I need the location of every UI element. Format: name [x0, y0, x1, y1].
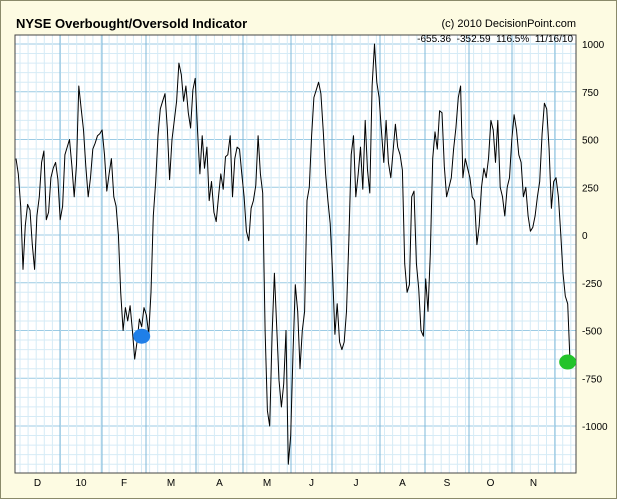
y-tick-label: 1000 — [582, 40, 605, 51]
x-tick-label: A — [216, 478, 223, 489]
chart-source: (c) 2010 DecisionPoint.com — [441, 18, 576, 30]
chart-title: NYSE Overbought/Oversold Indicator — [16, 16, 247, 31]
grid-lines — [14, 35, 576, 473]
x-axis-ticks: D 10 F M A M J J A S O N — [34, 478, 537, 489]
price-readout: -655.36 -352.59 116.5% 11/16/10 — [417, 34, 573, 45]
signal-marker — [133, 328, 151, 344]
y-tick-label: -1000 — [582, 422, 608, 433]
y-axis-ticks: 1000 750 500 250 0 -250 -500 -750 -1000 — [582, 40, 608, 433]
x-tick-label: F — [121, 478, 127, 489]
x-tick-label: N — [530, 478, 537, 489]
x-tick-label: M — [263, 478, 271, 489]
x-tick-label: J — [309, 478, 314, 489]
y-tick-label: 500 — [582, 136, 599, 147]
y-tick-label: 0 — [582, 231, 588, 242]
series-line — [15, 43, 571, 465]
x-tick-label: S — [444, 478, 451, 489]
marker-layer — [133, 328, 577, 370]
x-tick-label: A — [399, 478, 406, 489]
x-tick-label: M — [167, 478, 175, 489]
x-tick-label: D — [34, 478, 41, 489]
x-tick-label: O — [487, 478, 495, 489]
x-tick-label: 10 — [75, 478, 87, 489]
y-tick-label: -750 — [582, 374, 602, 385]
y-tick-label: -250 — [582, 279, 602, 290]
plot-border — [14, 34, 577, 474]
signal-marker — [559, 354, 577, 370]
y-tick-label: 750 — [582, 88, 599, 99]
x-tick-label: J — [354, 478, 359, 489]
y-tick-label: 250 — [582, 183, 599, 194]
y-tick-label: -500 — [582, 327, 602, 338]
series-layer — [15, 43, 571, 465]
